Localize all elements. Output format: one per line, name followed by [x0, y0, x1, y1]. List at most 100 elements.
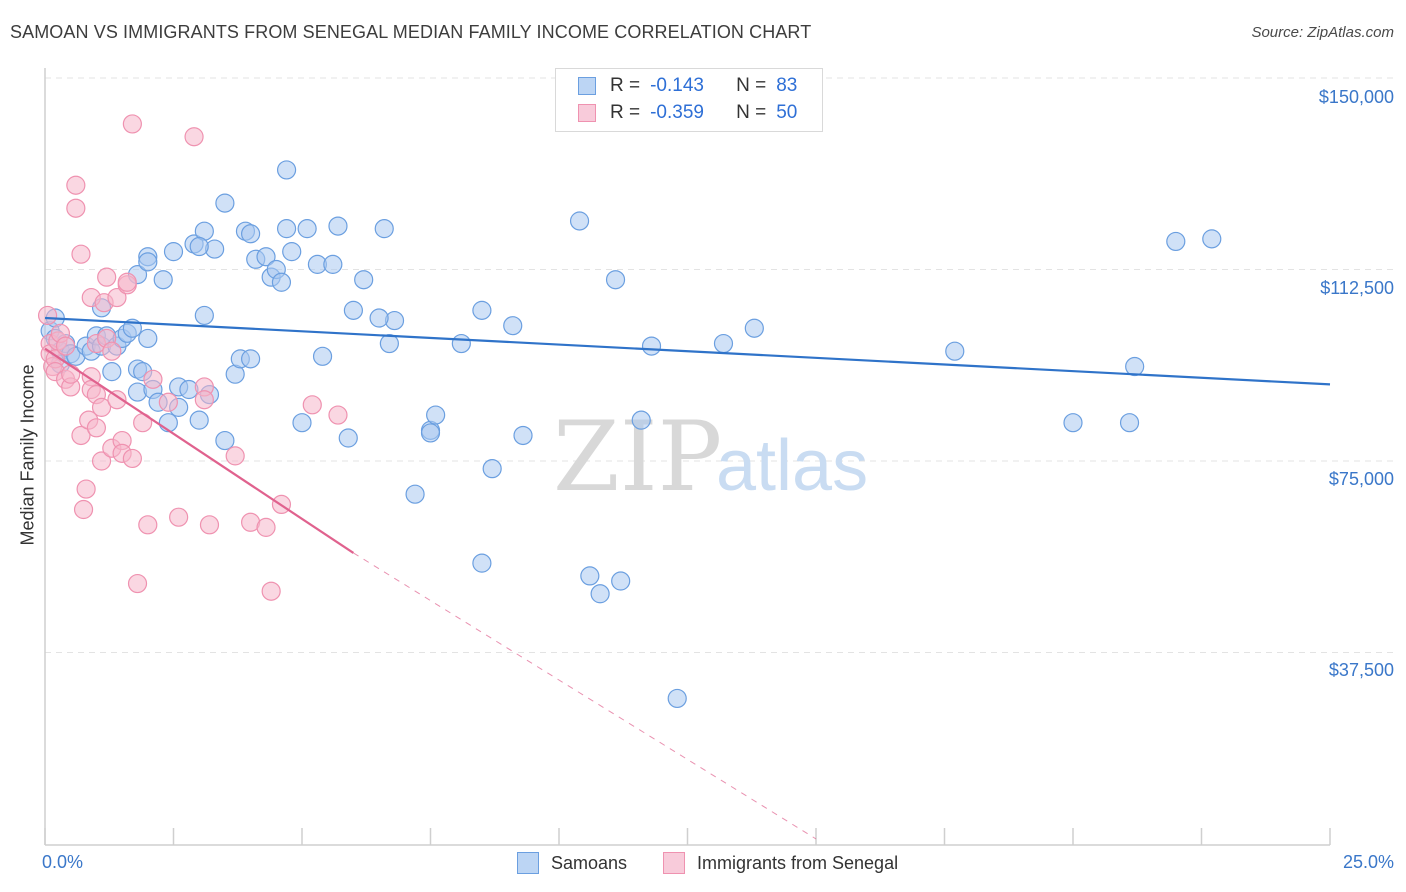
samoans-point	[153, 270, 173, 290]
samoans-point	[667, 688, 687, 709]
y-tick-label: $112,500	[1320, 278, 1394, 298]
senegal-point	[91, 451, 112, 471]
samoans-point	[513, 425, 533, 446]
samoans-points	[40, 160, 1222, 709]
senegal-point	[66, 198, 86, 218]
senegal-r-value: -0.359	[650, 102, 704, 123]
senegal-point	[37, 305, 58, 326]
senegal-point	[66, 175, 86, 195]
samoans-point	[379, 333, 399, 354]
y-tick-label: $75,000	[1328, 469, 1394, 489]
source-credit: Source: ZipAtlas.com	[1251, 24, 1394, 41]
bottom-legend-samoans: Samoans	[517, 852, 627, 874]
samoans-point	[282, 242, 302, 262]
watermark-atlas: atlas	[716, 426, 868, 506]
samoans-point	[611, 571, 631, 591]
samoans-point	[102, 362, 122, 382]
samoans-point	[241, 224, 261, 244]
n-label: N =	[736, 102, 767, 123]
senegal-point	[107, 287, 127, 308]
samoans-point	[276, 219, 297, 239]
samoans-point	[163, 242, 184, 262]
samoans-point	[405, 484, 425, 504]
samoans-n-value: 83	[776, 75, 798, 96]
samoans-point	[631, 410, 651, 430]
senegal-point	[261, 581, 281, 601]
y-axis-label: Median Family Income	[17, 364, 38, 546]
samoans-point	[338, 428, 358, 448]
samoans-point	[1063, 413, 1083, 433]
senegal-point	[86, 418, 107, 438]
samoans-legend-swatch	[517, 852, 539, 874]
legend-row-senegal: R = -0.359 N = 50	[578, 101, 797, 125]
samoans-point	[1125, 356, 1145, 377]
senegal-point	[143, 369, 163, 389]
samoans-point	[138, 328, 158, 349]
senegal-legend-label: Immigrants from Senegal	[697, 852, 899, 873]
x-min-label: 0.0%	[42, 852, 84, 872]
samoans-point	[451, 333, 471, 354]
samoans-point	[189, 410, 209, 430]
samoans-point	[343, 300, 363, 320]
samoans-trend-line	[44, 316, 1331, 386]
samoans-point	[420, 423, 441, 443]
samoans-legend-label: Samoans	[551, 852, 628, 873]
samoans-point	[472, 553, 492, 573]
senegal-point	[194, 390, 214, 410]
x-max-label: 25.0%	[1342, 852, 1394, 872]
chart-title: SAMOAN VS IMMIGRANTS FROM SENEGAL MEDIAN…	[10, 22, 812, 42]
samoans-point	[292, 413, 312, 433]
samoans-point	[215, 430, 235, 451]
axes	[44, 68, 1331, 846]
senegal-point	[117, 272, 137, 292]
senegal-point	[107, 390, 127, 410]
senegal-point	[328, 405, 348, 425]
samoans-point	[426, 405, 446, 425]
samoans-point	[945, 341, 965, 361]
samoans-point	[1166, 231, 1186, 252]
samoans-point	[138, 252, 158, 272]
senegal-point	[199, 515, 220, 535]
samoans-point	[354, 270, 374, 290]
trend-lines	[44, 316, 1331, 840]
samoans-point	[569, 211, 590, 231]
senegal-point	[76, 479, 96, 499]
samoans-point	[256, 247, 276, 267]
samoans-point	[271, 272, 292, 292]
r-label: R =	[610, 102, 641, 123]
senegal-point	[55, 336, 76, 356]
samoans-point	[590, 584, 610, 604]
senegal-n-value: 50	[776, 102, 798, 123]
correlation-legend: R = -0.143 N = 83 R = -0.359 N = 50	[555, 68, 823, 132]
samoans-point	[605, 270, 626, 290]
samoans-swatch	[578, 77, 596, 95]
senegal-point	[184, 127, 204, 147]
senegal-point	[97, 267, 117, 287]
samoans-point	[328, 216, 348, 236]
samoans-point	[312, 346, 333, 366]
samoans-point	[297, 219, 317, 239]
samoans-point	[276, 160, 297, 180]
samoans-point	[713, 333, 734, 354]
senegal-points	[37, 114, 348, 601]
legend-row-samoans: R = -0.143 N = 83	[578, 74, 797, 98]
senegal-point	[73, 499, 94, 520]
samoans-r-value: -0.143	[650, 75, 704, 96]
senegal-point	[225, 446, 245, 466]
senegal-point	[122, 448, 142, 469]
senegal-trend-extension	[353, 552, 817, 840]
samoans-point	[323, 254, 343, 274]
bottom-legend-senegal: Immigrants from Senegal	[663, 852, 898, 874]
senegal-legend-swatch	[663, 852, 685, 874]
samoans-point	[1202, 229, 1222, 249]
senegal-point	[138, 515, 158, 535]
samoans-point	[1119, 413, 1140, 433]
senegal-point	[169, 507, 189, 527]
samoans-point	[580, 566, 600, 586]
n-label: N =	[736, 75, 767, 96]
samoans-point	[374, 219, 394, 239]
samoans-point	[503, 316, 523, 336]
y-tick-label: $37,500	[1328, 660, 1394, 680]
